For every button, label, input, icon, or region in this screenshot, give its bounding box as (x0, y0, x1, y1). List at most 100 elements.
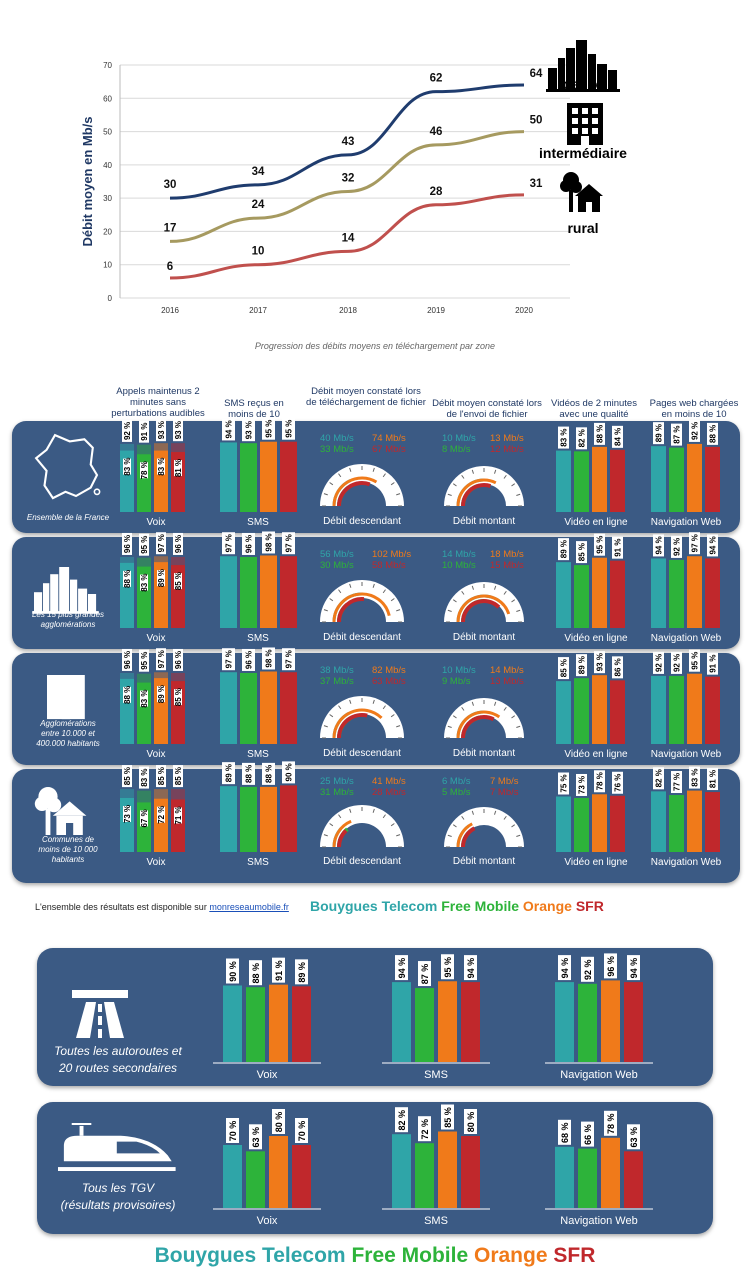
bar-label-box (612, 425, 623, 448)
bar-value-label: 88 % (596, 425, 605, 443)
bar-label-box (157, 570, 165, 587)
legend-free: Free Mobile (441, 898, 520, 914)
gauge-tick (329, 714, 334, 718)
bar-label-box (581, 1121, 594, 1147)
building-window (62, 690, 70, 698)
city-skyline-icon (32, 567, 99, 614)
highway-mark (98, 1016, 102, 1025)
label-web: Navigation Web (651, 517, 722, 528)
group-label-sms: SMS (424, 1069, 448, 1081)
data-label: 34 (252, 166, 265, 178)
ul-value-orange: 13 Mb/s (490, 433, 524, 444)
header-voix: Appels maintenus 2 minutes sans perturba… (111, 386, 205, 419)
bar-value-label: 89 % (297, 962, 307, 983)
label-sms: SMS (247, 749, 269, 760)
x-tick-label: 2018 (339, 306, 357, 315)
zone-name-line: 400.000 habitants (36, 739, 100, 748)
bar-label-box (671, 423, 682, 446)
house-door (586, 202, 592, 212)
house-door (66, 823, 74, 835)
series-line-intermédiaire (169, 130, 525, 243)
bar-free (669, 675, 684, 744)
bar-value-label: 82 % (397, 1110, 407, 1131)
bar-label-box (122, 765, 132, 788)
zone-name: Agglomérations entre 10.000 et 400.000 hab… (36, 719, 100, 748)
bar-value-label: 63 % (629, 1127, 639, 1148)
bar-sfr (280, 441, 297, 512)
data-label: 62 (430, 73, 443, 85)
bar-label-box (558, 772, 569, 795)
data-label: 50 (530, 115, 543, 127)
bar-value-label: 91 % (709, 655, 718, 673)
bar-value-label: 95 % (596, 536, 605, 554)
building-block (78, 588, 88, 612)
gauge-tick (511, 483, 516, 487)
bar-label-box (140, 462, 148, 479)
bar-label-box (707, 768, 718, 791)
bar-bouygues (651, 675, 666, 744)
bar-free (240, 556, 257, 628)
bar-label-box (123, 570, 131, 587)
bar-bouygues (392, 982, 411, 1062)
gauge-tick (382, 814, 386, 819)
gauge-tick (396, 725, 401, 728)
group-label-voix: Voix (257, 1069, 278, 1081)
dl-value-free: 33 Mb/s (320, 444, 354, 455)
bar-value-label: 66 % (583, 1124, 593, 1145)
bar-label-box (464, 1109, 477, 1134)
bar-label-box (418, 1116, 431, 1142)
bar-label-box (156, 532, 166, 555)
gauge-tick (323, 725, 328, 728)
bar-value-label: 80 % (466, 1112, 476, 1133)
bar-value-label: 89 % (655, 424, 664, 442)
building-block (588, 54, 596, 90)
bar-bouygues (220, 442, 237, 512)
bar-value-label: 75 % (560, 774, 569, 792)
bar-value-label: 91 % (614, 539, 623, 557)
gauge-arc-orange (332, 819, 352, 848)
data-label: 64 (530, 68, 543, 80)
bar-free (246, 987, 265, 1062)
ul-value-orange: 7 Mb/s (490, 776, 519, 787)
data-label: 17 (164, 222, 177, 234)
source-link[interactable]: monreseaumobile.fr (209, 902, 289, 912)
legend-top: Bouygues Telecom Free Mobile Orange SFR (310, 898, 604, 914)
gauge-dial (320, 464, 404, 506)
gauge-tick (447, 834, 452, 837)
dl-value-bouygues: 56 Mb/s (320, 549, 354, 560)
bar-sfr (610, 560, 625, 628)
bar-orange (687, 556, 702, 628)
ul-value-bouygues: 6 Mb/s (442, 776, 471, 787)
bar-free (240, 672, 257, 744)
dl-value-free: 30 Mb/s (320, 560, 354, 571)
building-window (572, 128, 578, 134)
bar-bouygues (651, 558, 666, 628)
gauge-tick (471, 810, 474, 815)
building-window (592, 128, 598, 134)
bar-sfr (292, 1145, 311, 1208)
train-rail (58, 1167, 176, 1171)
zone-name-line: entre 10.000 et (41, 729, 96, 738)
bar-value-label: 63 % (251, 1127, 261, 1148)
bar-label-box (612, 656, 623, 679)
gauge-tick (503, 706, 507, 711)
building-window (62, 701, 70, 708)
label-sms: SMS (247, 633, 269, 644)
dl-value-orange: 102 Mb/s (372, 549, 411, 560)
bar-value-label: 76 % (614, 774, 623, 792)
bar-bouygues (220, 786, 237, 852)
gauge-arc-orange (332, 476, 378, 507)
gauge-tick (503, 474, 507, 479)
gauge-tick (372, 808, 375, 813)
building-door (61, 709, 71, 720)
bar-value-label: 87 % (673, 426, 682, 444)
gauge-arc-orange (332, 708, 383, 739)
building-window (582, 118, 588, 124)
building-window (592, 118, 598, 124)
gauge-tick (447, 609, 452, 612)
bar-value-label: 86 % (614, 658, 623, 676)
dl-value-bouygues: 40 Mb/s (320, 433, 354, 444)
gauge-tick (396, 834, 401, 837)
ul-value-sfr: 12 Mb/s (490, 444, 524, 455)
bar-label-box (222, 532, 235, 555)
